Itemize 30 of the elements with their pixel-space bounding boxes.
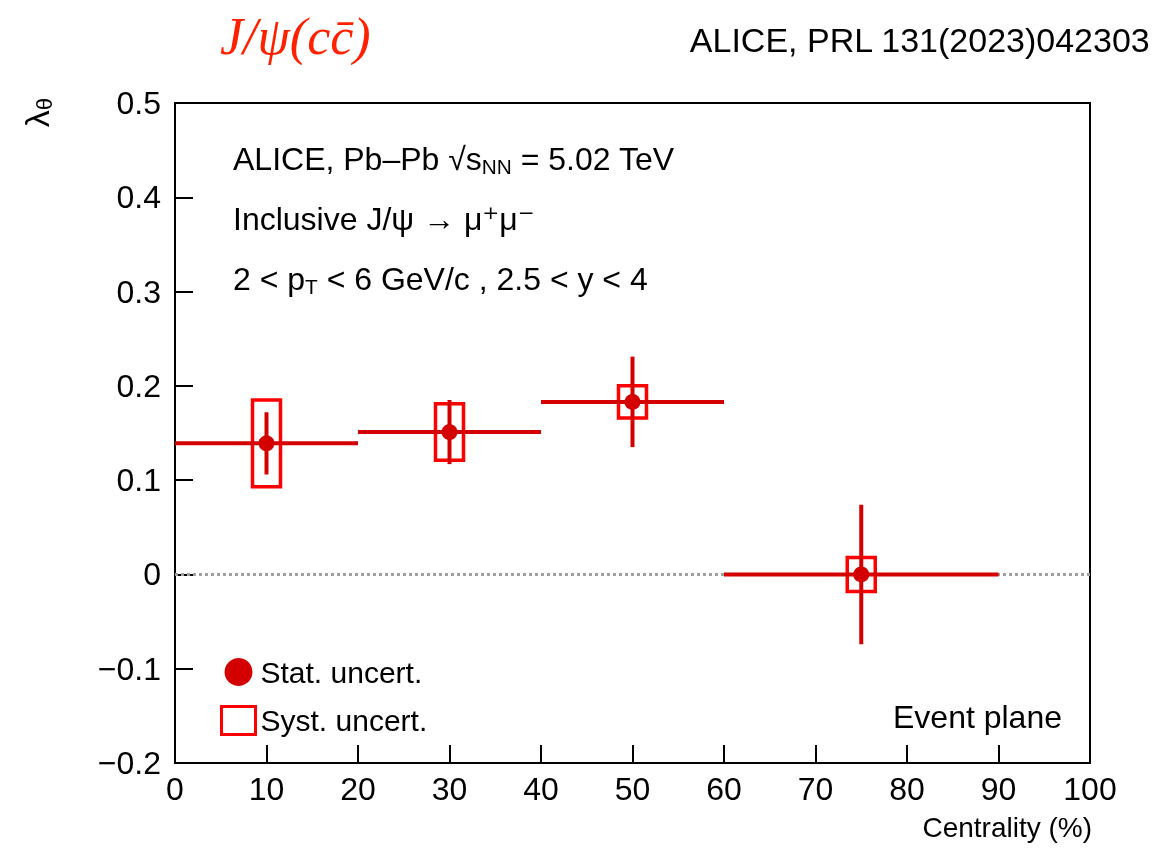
- annotation: 2 < pT < 6 GeV/c , 2.5 < y < 4: [233, 261, 648, 298]
- y-tick-label: −0.2: [97, 745, 161, 781]
- annotation: ALICE, Pb–Pb √sNN = 5.02 TeV: [233, 141, 675, 178]
- x-tick-label: 10: [248, 771, 285, 807]
- x-tick-label: 60: [706, 771, 742, 807]
- y-tick-label: 0: [143, 556, 161, 593]
- point: [258, 435, 275, 452]
- x-axis-title: Centrality (%): [922, 811, 1093, 843]
- x-tick-label: 80: [889, 771, 925, 807]
- y-tick-label: 0.4: [116, 179, 161, 216]
- y-tick-label: 0.2: [116, 367, 161, 404]
- y-tick-label: 0.5: [116, 85, 161, 121]
- legend-label: Syst. uncert.: [260, 704, 428, 737]
- x-tick-label: 50: [614, 771, 651, 807]
- legend-label: Stat. uncert.: [260, 655, 423, 689]
- y-axis-title: λθ: [18, 97, 58, 128]
- x-tick-label: 20: [340, 771, 376, 807]
- x-tick-label: 90: [980, 771, 1017, 807]
- x-tick-label: 100: [1063, 771, 1117, 807]
- y-tick-label: 0.3: [116, 273, 161, 310]
- annotation: Event plane: [892, 699, 1062, 735]
- annotation: Inclusive J/ψ → μ⁺μ⁻: [233, 201, 535, 237]
- y-tick-label: 0.1: [116, 462, 161, 499]
- x-tick-label: 30: [431, 771, 468, 807]
- x-tick-label: 40: [523, 771, 559, 807]
- chart-subtitle: ALICE, PRL 131(2023)042303: [689, 21, 1150, 59]
- x-tick-label: 70: [797, 771, 834, 807]
- x-tick-label: 0: [166, 771, 184, 807]
- chart-title: J/ψ(cc̄): [220, 7, 371, 66]
- y-tick-label: −0.1: [97, 650, 161, 687]
